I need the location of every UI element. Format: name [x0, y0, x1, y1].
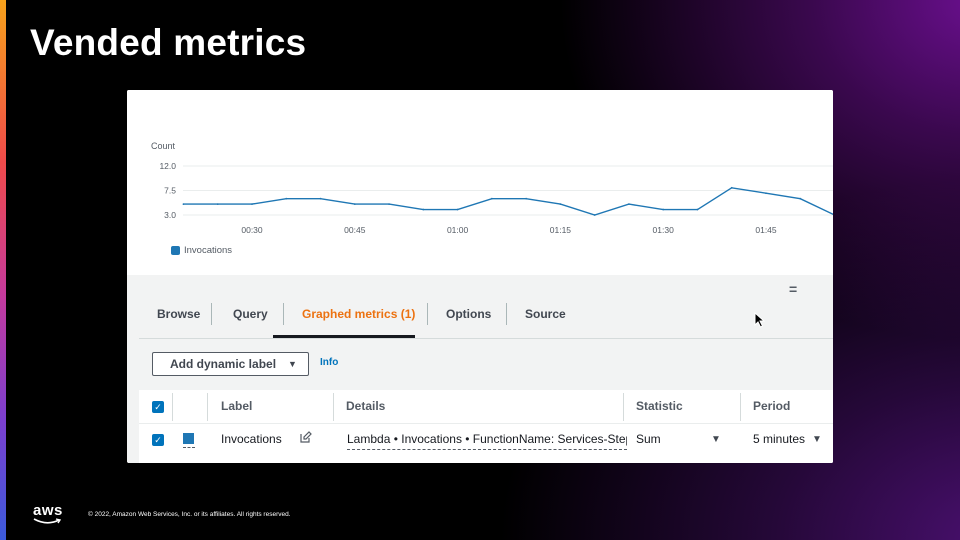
- data-point: [251, 203, 253, 206]
- add-dynamic-label-text: Add dynamic label: [170, 357, 277, 371]
- y-tick-label: 7.5: [164, 186, 176, 196]
- add-dynamic-label-button[interactable]: Add dynamic label ▼: [152, 352, 309, 376]
- x-tick-label: 00:30: [241, 225, 263, 235]
- data-point: [559, 203, 562, 206]
- column-divider: [623, 393, 624, 421]
- column-header-details[interactable]: Details: [346, 399, 386, 413]
- data-point: [353, 203, 356, 206]
- x-tick-label: 01:15: [550, 225, 572, 235]
- tab-bar: Browse Query Graphed metrics (1) Options…: [139, 295, 833, 339]
- tab-divider: [427, 303, 428, 325]
- tab-divider: [283, 303, 284, 325]
- info-link[interactable]: Info: [320, 357, 339, 368]
- data-point: [765, 192, 767, 195]
- resize-handle-icon[interactable]: =: [789, 281, 798, 297]
- mouse-pointer-icon: [754, 312, 766, 328]
- tab-graphed-metrics[interactable]: Graphed metrics (1): [302, 307, 416, 321]
- x-tick-label: 00:45: [344, 225, 366, 235]
- tab-source[interactable]: Source: [525, 307, 566, 321]
- row-statistic[interactable]: Sum: [636, 432, 661, 446]
- header-rule: [139, 423, 833, 424]
- data-point: [388, 203, 390, 206]
- column-divider: [172, 393, 173, 421]
- x-tick-label: 01:45: [755, 225, 777, 235]
- chart-panel: Count 12.0 7.5 3.0 00:30 00:45 01:00 01:15 01:30…: [127, 90, 833, 275]
- data-point: [662, 208, 665, 211]
- tab-divider: [506, 303, 507, 325]
- data-point: [593, 214, 596, 216]
- caret-down-icon: ▼: [288, 359, 297, 369]
- period-caret-icon[interactable]: ▼: [812, 434, 822, 445]
- tab-browse[interactable]: Browse: [157, 307, 201, 321]
- data-point: [490, 197, 493, 200]
- slide-title: Vended metrics: [30, 22, 307, 63]
- series-color-swatch[interactable]: [183, 433, 194, 444]
- aws-smile-icon: [33, 518, 62, 524]
- select-all-checkbox[interactable]: ✓: [152, 401, 164, 413]
- column-divider: [207, 393, 208, 421]
- tab-options[interactable]: Options: [446, 307, 492, 321]
- column-divider: [740, 393, 741, 421]
- copyright-text: © 2022, Amazon Web Services, Inc. or its…: [88, 511, 291, 518]
- data-point: [525, 197, 528, 200]
- legend-label[interactable]: Invocations: [184, 245, 233, 256]
- column-header-label[interactable]: Label: [221, 399, 253, 413]
- active-tab-indicator: [273, 335, 415, 338]
- series-line-invocations: [183, 187, 833, 216]
- data-point: [182, 203, 185, 206]
- cloudwatch-screenshot: Count 12.0 7.5 3.0 00:30 00:45 01:00 01:15 01:30…: [127, 90, 833, 463]
- legend-swatch: [171, 246, 180, 255]
- data-point: [456, 208, 459, 211]
- data-point: [628, 203, 630, 206]
- tab-divider: [211, 303, 212, 325]
- data-point: [422, 208, 425, 211]
- data-point: [696, 208, 699, 211]
- data-point: [285, 197, 288, 200]
- x-tick-label: 01:00: [447, 225, 469, 235]
- x-tick-label: 01:30: [653, 225, 675, 235]
- tab-query[interactable]: Query: [233, 307, 268, 321]
- aws-logo: aws: [33, 502, 63, 519]
- invocations-line-chart: Count 12.0 7.5 3.0 00:30 00:45 01:00 01:15 01:30…: [151, 141, 833, 235]
- row-period[interactable]: 5 minutes: [753, 432, 806, 446]
- statistic-caret-icon[interactable]: ▼: [711, 434, 721, 445]
- accent-bar: [0, 0, 6, 540]
- y-axis-label: Count: [151, 141, 176, 151]
- data-point: [216, 203, 219, 206]
- column-header-period[interactable]: Period: [753, 399, 791, 413]
- graphed-metrics-table: ✓ Label Details Statistic Period ✓ Invoc…: [139, 390, 833, 463]
- row-details[interactable]: Lambda • Invocations • FunctionName: Ser…: [347, 432, 627, 450]
- y-tick-label: 3.0: [164, 210, 176, 220]
- column-divider: [333, 393, 334, 421]
- column-header-statistic[interactable]: Statistic: [636, 399, 683, 413]
- row-label[interactable]: Invocations: [221, 432, 282, 446]
- y-tick-label: 12.0: [159, 161, 176, 171]
- data-point: [799, 197, 802, 200]
- tab-bar-rule: [139, 338, 833, 339]
- data-point: [319, 197, 322, 200]
- edit-icon[interactable]: [300, 431, 312, 443]
- data-point: [730, 186, 733, 189]
- row-checkbox[interactable]: ✓: [152, 434, 164, 446]
- swatch-underline: [183, 447, 195, 448]
